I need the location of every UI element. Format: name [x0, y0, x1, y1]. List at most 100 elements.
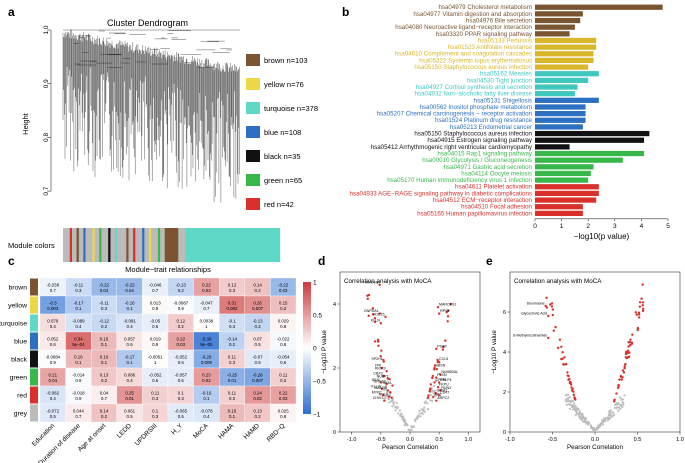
- point-label: Glycocholic Acid: [521, 312, 547, 316]
- grey-point: [593, 429, 597, 432]
- grey-point: [383, 397, 386, 400]
- cell-p-value: 0.8: [280, 414, 287, 419]
- red-point: [545, 296, 548, 300]
- cell-r-value: -0.39: [201, 337, 212, 342]
- red-point: [371, 307, 374, 310]
- point-label: RPS4: [440, 309, 449, 313]
- cell-r-value: -0.038: [47, 283, 60, 288]
- grey-point: [571, 405, 574, 408]
- colorbar: [303, 282, 311, 414]
- point-label: CBX3: [373, 372, 382, 376]
- module-color-segment: [164, 228, 179, 262]
- column-label: HAMD: [243, 422, 262, 441]
- red-point: [386, 377, 389, 380]
- grey-point: [585, 422, 588, 425]
- cell-p-value: 5e−04: [72, 342, 85, 347]
- legend-swatch-black: [246, 150, 260, 162]
- pathway-bar: [535, 17, 581, 24]
- module-color-segment: [135, 228, 143, 262]
- x-axis-label: Pearson Correlation: [382, 444, 438, 451]
- red-point: [442, 345, 445, 349]
- row-label-brown: brown: [8, 285, 27, 292]
- module-color-segment: [114, 228, 118, 262]
- grey-point: [584, 417, 588, 421]
- red-point: [629, 338, 632, 341]
- legend-label-black: black n=35: [264, 152, 301, 161]
- grey-point: [592, 427, 595, 430]
- cell-r-value: 0.044: [73, 409, 85, 414]
- cell-p-value: 0.3: [152, 414, 159, 419]
- x-axis-label: −log10(p value): [574, 232, 630, 241]
- panel-a-dendrogram: Cluster Dendrogram 1.0 0.9 0.8 0.7 Height Modu…: [8, 18, 318, 262]
- module-color-segment: [126, 228, 129, 262]
- cell-p-value: 1: [205, 324, 208, 329]
- point-label: NOL9: [379, 392, 388, 396]
- grey-point: [570, 399, 573, 402]
- grey-point: [429, 393, 432, 396]
- grey-point: [571, 408, 574, 411]
- grey-point: [405, 422, 408, 426]
- pathway-label: hsa04915 Estrogen signaling pathway: [427, 137, 532, 144]
- cell-r-value: -0.3: [49, 301, 57, 306]
- grey-point: [397, 412, 400, 415]
- cell-r-value: -0.22: [278, 283, 289, 288]
- y-axis-label: −Log10 P value: [321, 330, 328, 374]
- grey-point: [403, 424, 407, 427]
- labeled-point: [437, 394, 441, 397]
- module-color-segment: [133, 228, 136, 262]
- y-tick-label: 1.0: [43, 25, 50, 34]
- cell-r-value: 0.25: [125, 391, 134, 396]
- grey-point: [616, 409, 620, 412]
- grey-point: [382, 380, 385, 383]
- grey-point: [577, 413, 580, 416]
- point-label: CHIV1: [373, 396, 384, 400]
- grey-point: [566, 400, 569, 403]
- red-point: [617, 383, 620, 387]
- grey-point: [434, 379, 438, 382]
- red-point: [638, 305, 642, 308]
- pathway-label: hsa01524 Platinum drug resistance: [435, 117, 533, 124]
- red-point: [560, 345, 563, 348]
- point-label: PSAP: [437, 344, 447, 348]
- column-label: Duration of disease: [37, 422, 82, 463]
- red-point: [371, 313, 375, 316]
- pathway-label: hsa03320 PPAR signaling pathway: [436, 31, 533, 38]
- cell-r-value: -0.0084: [45, 355, 60, 360]
- cell-p-value: 0.007: [252, 306, 264, 311]
- grey-point: [614, 403, 617, 406]
- cell-r-value: -0.054: [277, 355, 290, 360]
- dendrogram-title: Cluster Dendrogram: [107, 18, 188, 28]
- cell-p-value: 0.7: [101, 396, 108, 401]
- point-label: SBSN: [436, 364, 446, 368]
- plot-frame: [509, 271, 681, 433]
- cell-p-value: 0.5: [50, 414, 57, 419]
- grey-point: [419, 415, 422, 418]
- point-label: FKPU: [439, 383, 449, 387]
- point-label: 6-Methylnicotinamide: [513, 334, 547, 338]
- grey-point: [565, 403, 568, 406]
- labeled-point: [435, 347, 438, 350]
- red-point: [613, 398, 616, 401]
- legend-label-blue: blue n=108: [264, 128, 301, 137]
- cell-r-value: -0.081: [123, 319, 136, 324]
- grey-point: [617, 402, 620, 406]
- cell-r-value: 0.04: [100, 391, 109, 396]
- red-point: [568, 381, 572, 385]
- red-point: [630, 342, 633, 346]
- cell-r-value: -0.078: [200, 409, 213, 414]
- pathway-label: hsa05131 Shigellosis: [474, 97, 532, 104]
- grey-point: [612, 413, 616, 417]
- cell-p-value: 0.5: [127, 414, 134, 419]
- cell-p-value: 0.2: [280, 306, 287, 311]
- pathway-label: hsa00562 Inositol phosphate metabolism: [420, 104, 532, 111]
- cell-r-value: -0.082: [47, 391, 60, 396]
- red-point: [629, 340, 632, 344]
- legend-swatch-blue: [246, 126, 260, 138]
- point-label: MARCKS1: [439, 303, 456, 307]
- red-point: [638, 313, 641, 316]
- point-label: FRI: [375, 364, 381, 368]
- pathway-bar: [535, 77, 589, 83]
- legend-label-turquoise: turquoise n=378: [264, 104, 318, 113]
- grey-point: [394, 405, 397, 408]
- cell-p-value: 0.03: [279, 396, 288, 401]
